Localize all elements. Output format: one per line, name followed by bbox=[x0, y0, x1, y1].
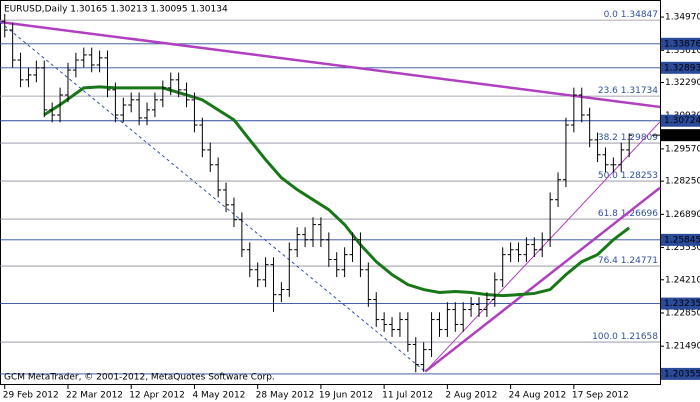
fibo-price: 1.26696 bbox=[621, 209, 658, 219]
level-box bbox=[661, 233, 700, 246]
fibo-label: 0.0 1.34847 bbox=[604, 10, 658, 20]
level-label: 1.25845 bbox=[664, 235, 700, 245]
fibo-label: 38.2 1.29809 bbox=[598, 133, 658, 143]
trend-line bbox=[0, 21, 426, 372]
y-tick-label: 1.24210 bbox=[665, 275, 700, 285]
fibo-label: 61.8 1.26696 bbox=[598, 209, 658, 219]
fibo-label: 50.0 1.28253 bbox=[598, 171, 658, 181]
y-tick-label: 1.22850 bbox=[665, 308, 700, 318]
x-tick-label: 4 May 2012 bbox=[192, 391, 245, 401]
y-tick-label: 1.29570 bbox=[665, 144, 700, 154]
fibo-price: 1.31734 bbox=[621, 86, 658, 96]
fibo-price: 1.34847 bbox=[621, 10, 658, 20]
level-box bbox=[661, 37, 700, 50]
x-tick-label: 2 Aug 2012 bbox=[445, 391, 497, 401]
fibo-ratio: 50.0 bbox=[598, 171, 618, 181]
x-tick-label: 22 Mar 2012 bbox=[66, 391, 123, 401]
level-label: 1.20355 bbox=[664, 369, 700, 379]
y-tick-label: 1.28250 bbox=[665, 177, 700, 187]
x-tick-label: 11 Jul 2012 bbox=[382, 391, 433, 401]
x-tick-label: 29 Feb 2012 bbox=[3, 391, 59, 401]
level-box bbox=[661, 114, 700, 127]
fibo-ratio: 100.0 bbox=[592, 332, 618, 342]
fibo-price: 1.28253 bbox=[621, 171, 658, 181]
level-label: 1.32893 bbox=[664, 63, 700, 73]
x-tick-label: 19 Jun 2012 bbox=[319, 391, 373, 401]
level-label: 1.33876 bbox=[664, 39, 700, 49]
x-tick-label: 12 Apr 2012 bbox=[129, 391, 185, 401]
y-tick-label: 1.33610 bbox=[665, 46, 700, 56]
y-tick-label: 1.25530 bbox=[665, 243, 700, 253]
fibo-label: 23.6 1.31734 bbox=[598, 86, 658, 96]
level-label: 1.23235 bbox=[664, 299, 700, 309]
trend-line bbox=[424, 186, 661, 373]
y-tick-label: 1.34970 bbox=[665, 13, 700, 23]
fibo-ratio: 23.6 bbox=[598, 86, 618, 96]
fibo-price: 1.21658 bbox=[621, 332, 658, 342]
fibo-ratio: 76.4 bbox=[598, 256, 618, 266]
x-tick-label: 17 Sep 2012 bbox=[572, 391, 629, 401]
x-tick-label: 24 Aug 2012 bbox=[509, 391, 567, 401]
fibo-price: 1.24771 bbox=[621, 256, 658, 266]
footer: GCM MetaTrader, © 2001-2012, MetaQuotes … bbox=[4, 373, 275, 383]
chart-title: EURUSD,Daily 1.30165 1.30213 1.30095 1.3… bbox=[4, 5, 228, 15]
level-box bbox=[661, 367, 700, 380]
y-tick-label: 1.32290 bbox=[665, 78, 700, 88]
current-price-label: 1.30134 bbox=[664, 131, 700, 141]
fibo-ratio: 0.0 bbox=[604, 10, 619, 20]
y-tick-label: 1.26890 bbox=[665, 210, 700, 220]
x-tick-label: 28 May 2012 bbox=[256, 391, 315, 401]
level-box bbox=[661, 61, 700, 74]
y-tick-label: 1.21490 bbox=[665, 342, 700, 352]
current-price-box bbox=[661, 129, 700, 142]
level-label: 1.30724 bbox=[664, 116, 700, 126]
fibo-label: 76.4 1.24771 bbox=[598, 256, 658, 266]
trend-line bbox=[0, 20, 661, 109]
level-box bbox=[661, 297, 700, 310]
fibo-price: 1.29809 bbox=[621, 133, 658, 143]
fibo-ratio: 38.2 bbox=[598, 133, 618, 143]
fibo-label: 100.0 1.21658 bbox=[592, 332, 658, 342]
fibo-ratio: 61.8 bbox=[598, 209, 618, 219]
